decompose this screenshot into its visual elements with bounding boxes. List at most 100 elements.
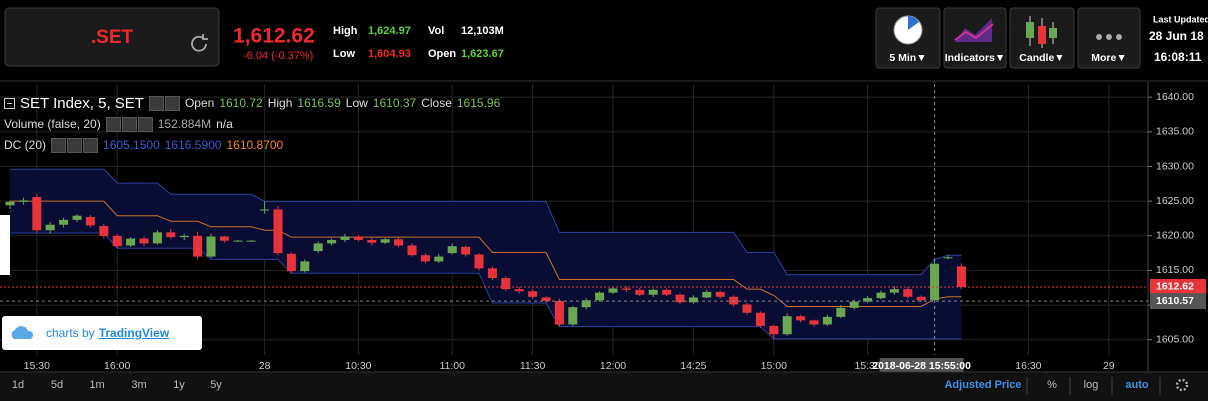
candle-body (635, 289, 645, 295)
candle-body (742, 304, 752, 313)
candle-icon-up (1049, 28, 1057, 38)
high-label: High (333, 25, 358, 37)
side-tab[interactable] (0, 215, 10, 275)
settings-icon[interactable] (1175, 378, 1189, 392)
chart-type-label: Candle▼ (1019, 52, 1064, 64)
low-label: Low (345, 96, 368, 110)
candle-body (18, 200, 28, 202)
candle-icon-up (1026, 22, 1034, 38)
crosshair-price-box (1150, 293, 1206, 310)
bottom-bar (0, 372, 1208, 401)
candle-body (675, 294, 685, 303)
more-dot (1106, 34, 1112, 40)
cloud-icon (11, 326, 34, 339)
candle-body (353, 236, 363, 240)
candle-body (394, 239, 404, 246)
candle-body (662, 289, 672, 295)
remove-icon[interactable] (137, 116, 153, 132)
candle-body (380, 239, 390, 243)
candle-body (809, 320, 819, 325)
candle-body (863, 298, 873, 302)
candle-body (5, 201, 15, 206)
candle-body (206, 236, 216, 257)
more-label: More▼ (1091, 52, 1126, 64)
settings-icon[interactable] (67, 137, 83, 153)
range-button[interactable]: 1m (89, 379, 104, 391)
candle-body (621, 288, 631, 290)
crosshair-time-box (879, 358, 964, 374)
range-button[interactable]: 3m (131, 379, 146, 391)
high-label: High (267, 96, 293, 110)
visibility-icon[interactable] (51, 137, 67, 153)
symbol-button[interactable] (4, 7, 220, 67)
y-tick-label: 1620.00 (1156, 230, 1194, 242)
low-value: 1,604.93 (368, 48, 411, 60)
y-tick-label: 1635.00 (1156, 126, 1194, 138)
more-dot (1116, 34, 1122, 40)
candle-body (327, 239, 337, 244)
candle-body (126, 238, 136, 246)
range-button[interactable]: 1y (173, 379, 185, 391)
candle-body (688, 297, 698, 303)
candle-body (595, 292, 605, 301)
candle-body (72, 215, 82, 220)
low-value: 1610.37 (372, 96, 417, 110)
candle-body (447, 246, 457, 254)
candle-body (889, 289, 899, 293)
remove-icon[interactable] (83, 137, 99, 153)
vol-label: Vol (428, 25, 444, 37)
log-toggle[interactable]: log (1084, 379, 1099, 391)
visibility-icon[interactable] (105, 116, 121, 132)
candle-body (45, 224, 55, 231)
open-label: Open (428, 48, 456, 60)
close-value: 1615.96 (456, 96, 501, 110)
collapse-icon[interactable] (4, 97, 15, 109)
open-value: 1610.72 (219, 96, 263, 110)
legend-dc: DC (20) 1605.1500 1616.5900 1610.8700 (4, 135, 283, 155)
y-tick-label: 1625.00 (1156, 195, 1194, 207)
last-updated-time: 16:08:11 (1154, 50, 1202, 64)
candle-body (729, 296, 739, 305)
settings-icon[interactable] (121, 116, 137, 132)
visibility-icon[interactable] (148, 95, 164, 111)
candle-icon-down (1038, 26, 1046, 44)
volume-value: 152.884M (157, 117, 212, 131)
candle-body (916, 296, 926, 301)
candle-body (99, 226, 109, 236)
dc-upper-value: 1616.5900 (164, 138, 222, 152)
indicators-label: Indicators▼ (945, 52, 1006, 64)
watermark[interactable]: charts by TradingView (2, 316, 202, 350)
candle-body (782, 316, 792, 335)
range-button[interactable]: 1d (12, 379, 24, 391)
candle-body (461, 246, 471, 255)
refresh-icon[interactable] (191, 34, 208, 52)
candle-body (193, 235, 203, 257)
candle-body (568, 307, 578, 325)
candle-body (930, 263, 940, 301)
candle-body (219, 236, 229, 241)
auto-toggle[interactable]: auto (1125, 379, 1149, 391)
indicators-icon (955, 18, 992, 42)
range-button[interactable]: 5y (210, 379, 222, 391)
candle-body (434, 256, 444, 262)
x-tick-label: 11:00 (439, 360, 465, 372)
candle-body (300, 261, 310, 272)
adjusted-price-toggle[interactable]: Adjusted Price (944, 379, 1021, 391)
watermark-prefix: charts by (46, 326, 95, 340)
candle-body (822, 316, 832, 325)
high-value: 1616.59 (297, 96, 341, 110)
candle-body (796, 316, 806, 321)
range-button[interactable]: 5d (51, 379, 63, 391)
dc-label: DC (20) (4, 138, 47, 152)
x-tick-label: 10:30 (345, 360, 371, 372)
x-tick-label: 15:30 (854, 360, 880, 372)
dc-lower-value: 1605.1500 (103, 138, 160, 152)
y-tick-label: 1615.00 (1156, 264, 1194, 276)
last-updated-date: 28 Jun 18 (1149, 29, 1204, 43)
settings-icon[interactable] (164, 95, 180, 111)
close-label: Close (421, 96, 452, 110)
y-tick-label: 1605.00 (1156, 334, 1194, 346)
candle-body (755, 312, 765, 326)
percent-toggle[interactable]: % (1047, 379, 1057, 391)
